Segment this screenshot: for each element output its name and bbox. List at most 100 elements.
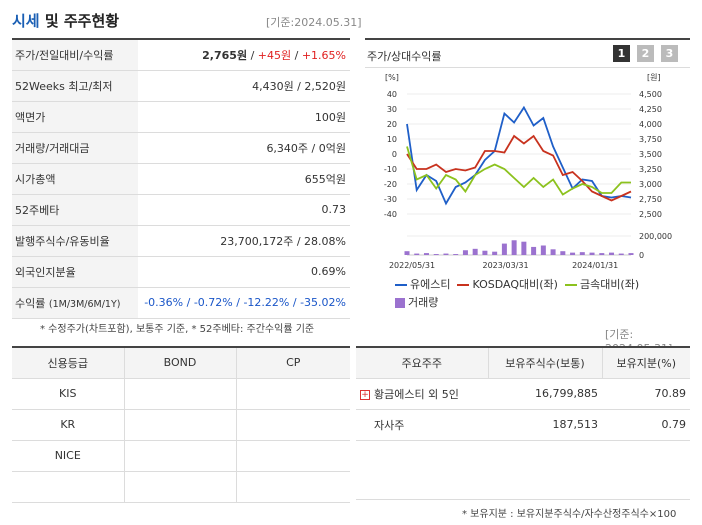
volume-bar [501,243,507,255]
credit-header-row: 신용등급 BOND CP [12,346,350,379]
volume-bar [560,251,566,255]
x-tick-label: 2024/01/31 [572,261,618,270]
right-tick-label: 3,250 [639,165,662,174]
as-of-date: [기준:2024.05.31] [266,16,362,29]
sep: / [292,296,301,309]
legend-item-1: 유에스티 [395,278,450,291]
chart-title: 주가/상대수익률 [367,50,442,63]
chart-page-1-button[interactable]: 1 [613,45,630,62]
price-row: 주가/전일대비/수익률 2,765원 / +45원 / +1.65% [12,38,350,71]
volume-axis-ticks: 200,000 0 [639,232,672,260]
volume-bar [423,253,429,255]
sep: / [291,48,302,62]
holders-bottom-rule [356,499,690,500]
volume-tick-label: 200,000 [639,232,672,241]
return-6m: -12.22% [243,296,290,309]
holder-name: 황금에스티 외 5인 [374,387,459,401]
left-axis-ticks: 40 30 20 10 0 -10 -20 -30 -40 [384,90,397,219]
bond-rating [123,440,236,472]
right-tick-label: 4,250 [639,105,662,114]
volume-bar [540,245,546,255]
info-row: 거래량/거래대금 6,340주 / 0억원 [12,132,350,164]
info-row: 발행주식수/유동비율 23,700,172주 / 28.08% [12,225,350,257]
holders-header-row: 주요주주 보유주식수(보통) 보유지분(%) [356,346,690,379]
sep: / [186,296,194,309]
info-row: 시가총액 655억원 [12,163,350,195]
sep: / [236,296,244,309]
table-row: KR [12,409,350,441]
section-title: 시세 및 주주현황 [12,10,119,31]
legend-label: 금속대비(좌) [579,278,640,291]
series-line-1 [406,105,632,206]
info-label: 시가총액 [12,163,138,195]
return-values: -0.36% / -0.72% / -12.22% / -35.02% [138,287,350,319]
holder-name: 자사주 [356,409,488,441]
title-accent: 시세 [12,12,40,30]
credit-header: CP [235,346,350,379]
left-tick-label: -10 [384,165,397,174]
volume-bar [618,253,624,255]
empty-cell [602,471,690,502]
left-tick-label: -40 [384,210,397,219]
volume-bar [521,241,527,255]
right-tick-label: 4,000 [639,120,662,129]
left-tick-label: -30 [384,195,397,204]
info-label: 발행주식수/유동비율 [12,225,138,257]
right-tick-label: 3,500 [639,150,662,159]
major-holders-table: 주요주주 보유주식수(보통) 보유지분(%) + 황금에스티 외 5인 16,79… [356,346,690,502]
return-chart: [%] [원] 40 30 20 10 0 -10 -20 -30 -40 4,500 4,250… [384,73,672,270]
holder-pct: 70.89 [602,378,690,410]
expand-plus-icon[interactable]: + [360,389,370,400]
volume-bar [531,246,537,255]
rating-agency: KR [12,409,124,441]
chart-page-3-button[interactable]: 3 [661,45,678,62]
credit-rating-table: 신용등급 BOND CP KIS KR NICE [12,346,350,503]
table-row: NICE [12,440,350,472]
return-row: 수익률 (1M/3M/6M/1Y) -0.36% / -0.72% / -12.… [12,287,350,319]
rating-agency [12,471,124,503]
left-tick-label: 10 [387,135,397,144]
volume-bar [472,248,478,255]
x-axis-ticks: 2022/05/31 2023/03/31 2024/01/31 [389,261,618,270]
chart-page-2-button[interactable]: 2 [637,45,654,62]
cp-rating [235,378,350,410]
volume-bar [453,254,459,255]
bond-rating [123,378,236,410]
bond-rating [123,471,236,503]
info-value: 0.73 [138,194,350,226]
left-tick-label: 20 [387,120,397,129]
legend-label: KOSDAQ대비(좌) [472,278,558,291]
info-label: 액면가 [12,101,138,133]
volume-bar [511,240,517,255]
volume-bars [404,240,634,255]
volume-bar [579,252,585,255]
holders-header: 보유지분(%) [601,346,690,379]
price-label: 주가/전일대비/수익률 [12,38,138,71]
left-unit: [%] [385,73,399,82]
left-tick-label: -20 [384,180,397,189]
series-lines [406,105,632,206]
holders-header: 주요주주 [356,346,488,379]
left-tick-label: 0 [392,150,397,159]
return-3m: -0.72% [193,296,233,309]
volume-bar [550,249,556,255]
volume-bar [628,253,634,255]
sep: / [247,48,258,62]
current-price: 2,765원 [202,48,248,62]
credit-header: 신용등급 [12,346,124,379]
cp-rating [235,471,350,503]
chart-header: 주가/상대수익률 1 2 3 [365,38,690,68]
empty-cell [602,440,690,471]
info-row: 52주베타 0.73 [12,194,350,226]
volume-bar [589,252,595,255]
info-label: 외국인지분율 [12,256,138,288]
info-row: 액면가 100원 [12,101,350,133]
table-row [12,471,350,503]
legend-item-3: 금속대비(좌) [564,278,640,291]
holder-pct: 0.79 [602,409,690,441]
holders-header: 보유주식수(보통) [487,346,602,379]
legend-label: 거래량 [408,296,439,309]
holder-name-cell: + 황금에스티 외 5인 [356,378,488,410]
info-row: 외국인지분율 0.69% [12,256,350,288]
table-row: 자사주 187,513 0.79 [356,409,690,441]
